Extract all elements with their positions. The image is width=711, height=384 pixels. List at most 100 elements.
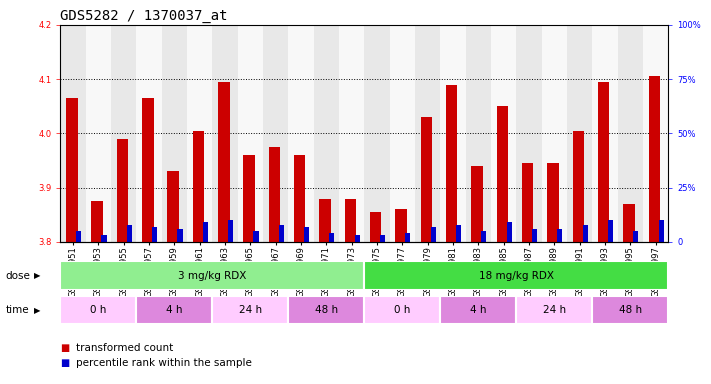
Bar [117,139,128,242]
Bar [440,25,466,242]
Text: 24 h: 24 h [542,305,566,315]
Text: 18 mg/kg RDX: 18 mg/kg RDX [479,270,554,281]
Bar [329,233,334,242]
Bar [213,25,237,242]
Bar [583,225,588,242]
Bar [440,296,516,324]
Bar [218,82,230,242]
Bar [60,261,364,290]
Bar [532,229,537,242]
Bar [466,25,491,242]
Bar [634,231,638,242]
Bar [319,199,331,242]
Bar [86,25,111,242]
Bar [111,25,137,242]
Bar [516,296,592,324]
Bar [415,25,440,242]
Bar [102,235,107,242]
Bar [304,227,309,242]
Bar [405,233,410,242]
Text: ■: ■ [60,358,70,368]
Bar [624,204,635,242]
Bar [364,261,668,290]
Bar [516,25,542,242]
Text: 0 h: 0 h [90,305,107,315]
Bar [345,199,356,242]
Text: time: time [6,305,29,315]
Text: transformed count: transformed count [76,343,173,353]
Bar [567,25,592,242]
Bar [491,25,516,242]
Bar [127,225,132,242]
Bar [228,220,233,242]
Bar [92,201,103,242]
Bar [289,25,314,242]
Bar [187,25,213,242]
Text: 0 h: 0 h [394,305,410,315]
Text: 24 h: 24 h [239,305,262,315]
Bar [339,25,365,242]
Bar [481,231,486,242]
Bar [178,229,183,242]
Text: 48 h: 48 h [619,305,642,315]
Bar [643,25,668,242]
Text: ■: ■ [60,343,70,353]
Text: 4 h: 4 h [470,305,486,315]
Bar [193,131,204,242]
Bar [522,163,533,242]
Bar [253,231,259,242]
Bar [497,106,508,242]
Bar [557,229,562,242]
Bar [162,25,187,242]
Bar [364,25,390,242]
Bar [203,222,208,242]
Bar [380,235,385,242]
Bar [592,25,618,242]
Bar [168,171,179,242]
Bar [137,25,162,242]
Bar [608,220,613,242]
Bar [507,222,512,242]
Text: dose: dose [6,270,31,281]
Bar [658,220,664,242]
Text: GDS5282 / 1370037_at: GDS5282 / 1370037_at [60,8,228,23]
Bar [152,227,157,242]
Bar [243,155,255,242]
Bar [76,231,81,242]
Bar [431,227,436,242]
Bar [289,296,364,324]
Bar [421,117,432,242]
Bar [314,25,339,242]
Text: percentile rank within the sample: percentile rank within the sample [76,358,252,368]
Bar [137,296,213,324]
Bar [237,25,263,242]
Bar [355,235,360,242]
Bar [542,25,567,242]
Bar [364,296,440,324]
Bar [395,209,407,242]
Text: 4 h: 4 h [166,305,183,315]
Bar [618,25,643,242]
Bar [547,163,559,242]
Bar [279,225,284,242]
Bar [471,166,483,242]
Text: ▶: ▶ [34,306,41,314]
Bar [446,84,457,242]
Text: 3 mg/kg RDX: 3 mg/kg RDX [178,270,247,281]
Bar [269,147,280,242]
Bar [60,25,86,242]
Bar [66,98,77,242]
Bar [142,98,154,242]
Bar [598,82,609,242]
Bar [294,155,306,242]
Bar [592,296,668,324]
Bar [370,212,382,242]
Text: ▶: ▶ [34,271,41,280]
Bar [573,131,584,242]
Bar [213,296,289,324]
Bar [390,25,415,242]
Bar [648,76,660,242]
Text: 48 h: 48 h [315,305,338,315]
Bar [456,225,461,242]
Bar [263,25,289,242]
